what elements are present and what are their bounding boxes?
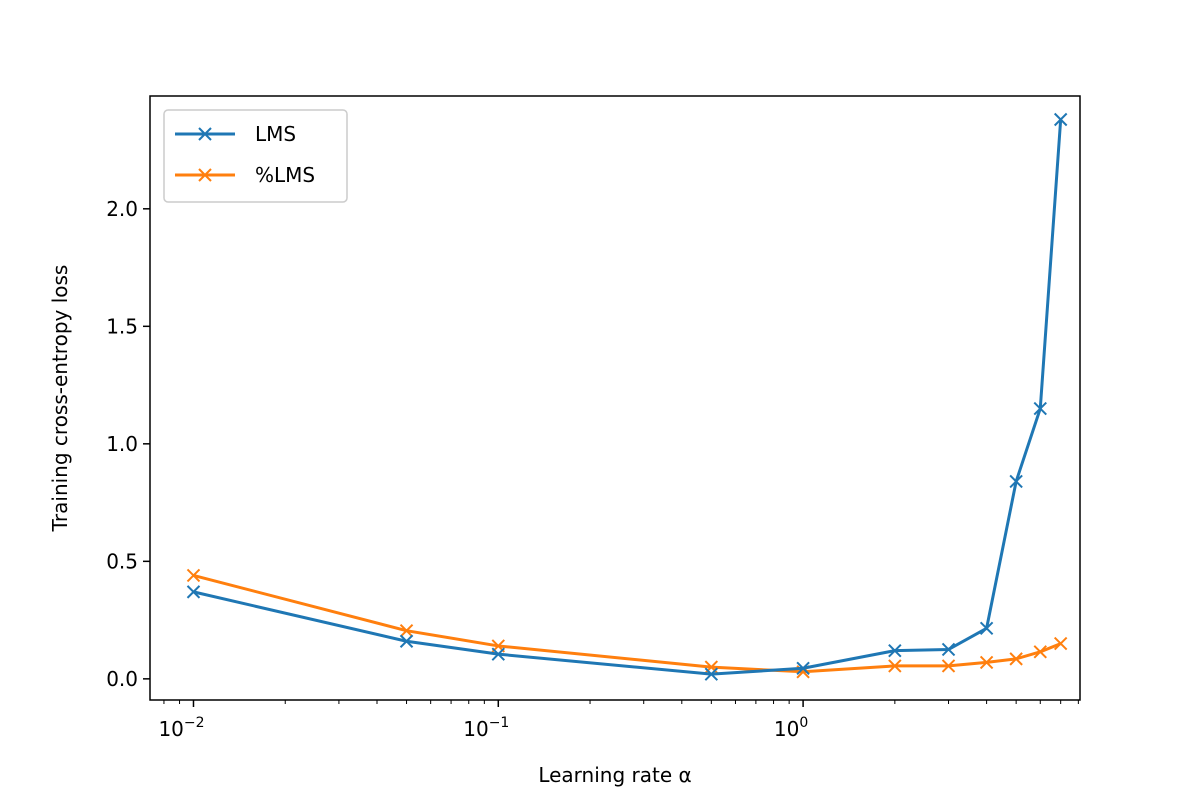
data-point-lms [1053,112,1068,127]
y-tick-label: 1.5 [106,314,138,338]
plot-frame [149,95,1081,701]
data-point-lms [399,634,414,648]
x-tick-label: 10−2 [158,715,204,741]
data-point-pct-lms [941,659,956,673]
legend-x-marker [198,127,212,141]
data-point-pct-lms [186,568,201,583]
data-point-pct-lms [979,655,994,670]
data-point-pct-lms [1053,636,1068,651]
legend-x-marker [198,168,212,182]
legend: LMS %LMS [163,109,348,203]
data-point-lms [704,667,719,681]
data-point-lms [491,647,505,661]
legend-marker-lms [198,127,212,141]
x-axis-label: Learning rate α [538,763,691,787]
data-point-lms [1009,474,1023,489]
data-point-pct-lms [1033,645,1047,659]
data-point-pct-lms [888,659,902,673]
data-point-pct-lms [1009,652,1023,666]
y-tick-label: 1.0 [106,432,138,456]
y-tick-label: 0.5 [106,549,138,573]
data-point-lms [888,643,902,658]
y-tick-label: 0.0 [106,667,138,691]
data-point-pct-lms [399,623,414,638]
data-point-lms [186,585,201,599]
legend-label-lms: LMS [255,122,296,146]
data-point-lms [1033,401,1047,416]
axis-ticks: 0.0 0.5 1.0 1.5 2.0 10−2 10−1 100 [106,197,1079,741]
data-point-lms [796,661,810,675]
x-tick-label: 10−1 [463,715,509,741]
y-tick-label: 2.0 [106,197,138,221]
legend-marker-pct-lms [198,168,212,182]
plot-area [186,112,1068,681]
data-point-lms [941,642,956,657]
y-axis-label: Training cross-entropy loss [48,265,72,533]
x-tick-label: 100 [774,715,808,741]
legend-label-pct-lms: %LMS [255,163,315,187]
data-point-lms [979,621,994,636]
